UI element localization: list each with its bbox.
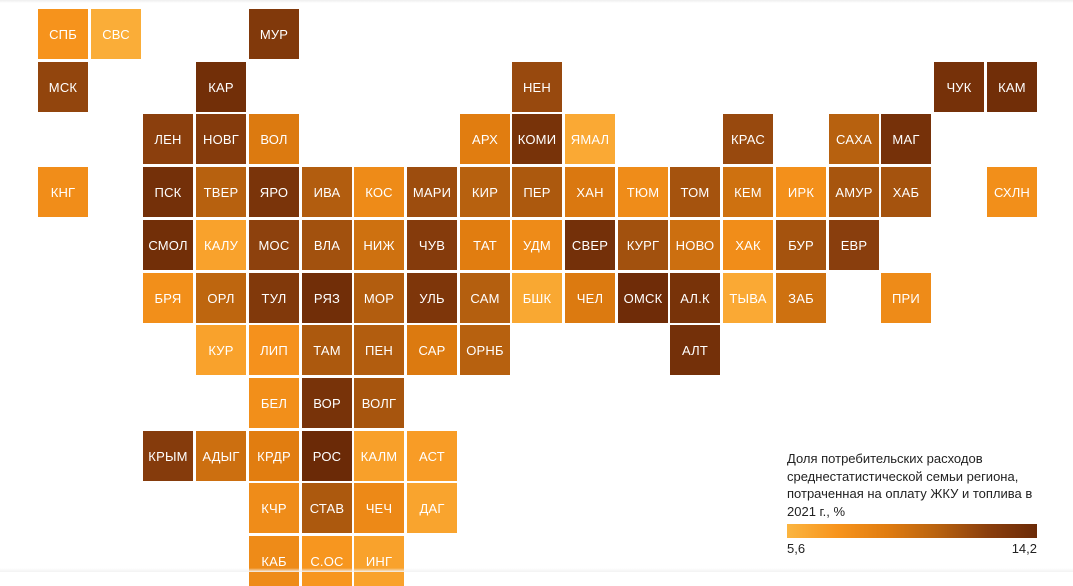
color-legend: Доля потребительских расходов среднестат… (787, 450, 1037, 559)
region-tile-32[interactable]: ХАБ (881, 167, 931, 217)
region-tile-49[interactable]: ОРЛ (196, 273, 246, 323)
region-tile-36[interactable]: МОС (249, 220, 299, 270)
region-tile-80[interactable]: ЧЕЧ (354, 483, 404, 533)
region-tile-33[interactable]: СХЛН (987, 167, 1037, 217)
region-tile-30[interactable]: ИРК (776, 167, 826, 217)
region-tile-73[interactable]: АДЫГ (196, 431, 246, 481)
region-tile-20[interactable]: ЯРО (249, 167, 299, 217)
region-tile-37[interactable]: ВЛА (302, 220, 352, 270)
region-tile-map: СПБ СВС МУР МСК КАР НЕН ЧУК КАМ ЛЕН НОВГ ВОЛ АРХ КОМ… (38, 9, 1037, 586)
region-tile-34[interactable]: СМОЛ (143, 220, 193, 270)
region-tile-59[interactable]: ТЫВА (723, 273, 773, 323)
region-tile-55[interactable]: БШК (512, 273, 562, 323)
region-tile-11[interactable]: АРХ (460, 114, 510, 164)
region-tile-23[interactable]: МАРИ (407, 167, 457, 217)
region-tile-52[interactable]: МОР (354, 273, 404, 323)
region-tile-41[interactable]: УДМ (512, 220, 562, 270)
region-tile-43[interactable]: КУРГ (618, 220, 668, 270)
region-tile-15[interactable]: САХА (829, 114, 879, 164)
bottom-edge (0, 568, 1073, 572)
region-tile-71[interactable]: ВОЛГ (354, 378, 404, 428)
region-tile-45[interactable]: ХАК (723, 220, 773, 270)
region-tile-31[interactable]: АМУР (829, 167, 879, 217)
region-tile-65[interactable]: ПЕН (354, 325, 404, 375)
region-tile-78[interactable]: КЧР (249, 483, 299, 533)
region-tile-74[interactable]: КРДР (249, 431, 299, 481)
region-tile-77[interactable]: АСТ (407, 431, 457, 481)
region-tile-83[interactable]: С.ОС (302, 536, 352, 586)
region-tile-16[interactable]: МАГ (881, 114, 931, 164)
region-tile-28[interactable]: ТОМ (670, 167, 720, 217)
region-tile-17[interactable]: КНГ (38, 167, 88, 217)
region-tile-26[interactable]: ХАН (565, 167, 615, 217)
region-tile-35[interactable]: КАЛУ (196, 220, 246, 270)
region-tile-18[interactable]: ПСК (143, 167, 193, 217)
region-tile-62[interactable]: КУР (196, 325, 246, 375)
region-tile-81[interactable]: ДАГ (407, 483, 457, 533)
region-tile-44[interactable]: НОВО (670, 220, 720, 270)
region-tile-56[interactable]: ЧЕЛ (565, 273, 615, 323)
region-tile-38[interactable]: НИЖ (354, 220, 404, 270)
region-tile-27[interactable]: ТЮМ (618, 167, 668, 217)
region-tile-48[interactable]: БРЯ (143, 273, 193, 323)
region-tile-46[interactable]: БУР (776, 220, 826, 270)
legend-title: Доля потребительских расходов среднестат… (787, 451, 1033, 519)
region-tile-8[interactable]: ЛЕН (143, 114, 193, 164)
region-tile-22[interactable]: КОС (354, 167, 404, 217)
region-tile-79[interactable]: СТАВ (302, 483, 352, 533)
region-tile-12[interactable]: КОМИ (512, 114, 562, 164)
region-tile-67[interactable]: ОРНБ (460, 325, 510, 375)
region-tile-29[interactable]: КЕМ (723, 167, 773, 217)
region-tile-53[interactable]: УЛЬ (407, 273, 457, 323)
region-tile-19[interactable]: ТВЕР (196, 167, 246, 217)
region-tile-69[interactable]: БЕЛ (249, 378, 299, 428)
region-tile-13[interactable]: ЯМАЛ (565, 114, 615, 164)
region-tile-84[interactable]: ИНГ (354, 536, 404, 586)
region-tile-50[interactable]: ТУЛ (249, 273, 299, 323)
top-divider (0, 0, 1073, 3)
legend-max-label: 14,2 (1011, 541, 1037, 556)
region-tile-42[interactable]: СВЕР (565, 220, 615, 270)
region-tile-5[interactable]: НЕН (512, 62, 562, 112)
region-tile-68[interactable]: АЛТ (670, 325, 720, 375)
region-tile-14[interactable]: КРАС (723, 114, 773, 164)
region-tile-25[interactable]: ПЕР (512, 167, 562, 217)
region-tile-82[interactable]: КАБ (249, 536, 299, 586)
legend-gradient-bar (787, 524, 1037, 538)
region-tile-63[interactable]: ЛИП (249, 325, 299, 375)
region-tile-4[interactable]: КАР (196, 62, 246, 112)
region-tile-39[interactable]: ЧУВ (407, 220, 457, 270)
region-tile-54[interactable]: САМ (460, 273, 510, 323)
region-tile-72[interactable]: КРЫМ (143, 431, 193, 481)
region-tile-66[interactable]: САР (407, 325, 457, 375)
region-tile-57[interactable]: ОМСК (618, 273, 668, 323)
region-tile-70[interactable]: ВОР (302, 378, 352, 428)
region-tile-3[interactable]: МСК (38, 62, 88, 112)
region-tile-1[interactable]: СВС (91, 9, 141, 59)
region-tile-40[interactable]: ТАТ (460, 220, 510, 270)
region-tile-51[interactable]: РЯЗ (302, 273, 352, 323)
region-tile-0[interactable]: СПБ (38, 9, 88, 59)
region-tile-21[interactable]: ИВА (302, 167, 352, 217)
region-tile-61[interactable]: ПРИ (881, 273, 931, 323)
region-tile-24[interactable]: КИР (460, 167, 510, 217)
region-tile-9[interactable]: НОВГ (196, 114, 246, 164)
region-tile-58[interactable]: АЛ.К (670, 273, 720, 323)
region-tile-10[interactable]: ВОЛ (249, 114, 299, 164)
region-tile-7[interactable]: КАМ (987, 62, 1037, 112)
region-tile-47[interactable]: ЕВР (829, 220, 879, 270)
region-tile-2[interactable]: МУР (249, 9, 299, 59)
region-tile-6[interactable]: ЧУК (934, 62, 984, 112)
legend-min-label: 5,6 (787, 541, 806, 556)
region-tile-64[interactable]: ТАМ (302, 325, 352, 375)
region-tile-76[interactable]: КАЛМ (354, 431, 404, 481)
region-tile-60[interactable]: ЗАБ (776, 273, 826, 323)
legend-scale-labels: 5,6 14,2 (787, 541, 1037, 559)
region-tile-75[interactable]: РОС (302, 431, 352, 481)
